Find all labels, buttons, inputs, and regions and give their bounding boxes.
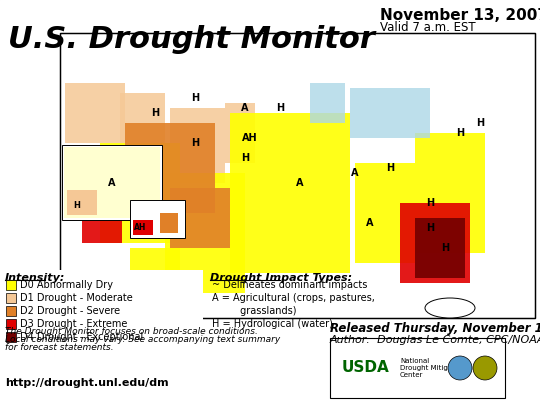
Bar	[355, 163, 415, 263]
Bar	[6, 280, 16, 290]
Text: for forecast statements.: for forecast statements.	[5, 343, 113, 352]
Bar	[60, 33, 535, 318]
Text: USDA: USDA	[342, 361, 390, 376]
Bar	[415, 133, 485, 253]
Text: A: A	[108, 178, 116, 188]
Bar	[165, 173, 245, 293]
Text: D4 Drought - Exceptional: D4 Drought - Exceptional	[20, 332, 143, 342]
Text: H: H	[426, 223, 434, 233]
Text: D1 Drought - Moderate: D1 Drought - Moderate	[20, 293, 133, 303]
Bar	[67, 190, 97, 215]
Text: H: H	[456, 128, 464, 138]
Bar	[400, 203, 470, 283]
Bar	[130, 200, 185, 238]
Bar	[160, 213, 178, 233]
Text: AH: AH	[242, 133, 258, 143]
Bar	[225, 103, 255, 163]
Text: D0 Abnormally Dry: D0 Abnormally Dry	[20, 280, 113, 290]
Text: The Drought Monitor focuses on broad-scale conditions.: The Drought Monitor focuses on broad-sca…	[5, 327, 258, 336]
Text: A = Agricultural (crops, pastures,: A = Agricultural (crops, pastures,	[212, 293, 375, 303]
Text: H: H	[151, 108, 159, 118]
Bar	[120, 93, 165, 148]
Bar	[170, 188, 230, 248]
Bar	[64, 147, 160, 218]
Text: Author:  Douglas Le Comte, CPC/NOAA: Author: Douglas Le Comte, CPC/NOAA	[330, 335, 540, 345]
Text: A: A	[296, 178, 303, 188]
Bar	[6, 306, 16, 316]
Bar	[82, 163, 122, 243]
Text: November 13, 2007: November 13, 2007	[380, 8, 540, 23]
Text: National
Drought Mitigation
Center: National Drought Mitigation Center	[400, 358, 465, 378]
Text: H: H	[241, 153, 249, 163]
Bar	[62, 145, 162, 220]
Circle shape	[473, 356, 497, 380]
Text: Local conditions may vary. See accompanying text summary: Local conditions may vary. See accompany…	[5, 335, 280, 344]
Text: D2 Drought - Severe: D2 Drought - Severe	[20, 306, 120, 316]
Bar	[230, 113, 350, 273]
Bar	[65, 83, 125, 143]
Text: grasslands): grasslands)	[212, 306, 296, 316]
Text: D3 Drought - Extreme: D3 Drought - Extreme	[20, 319, 127, 329]
Text: Valid 7 a.m. EST: Valid 7 a.m. EST	[380, 21, 476, 34]
Bar	[125, 123, 215, 213]
Bar	[3, 270, 203, 400]
Ellipse shape	[425, 298, 475, 318]
Bar	[6, 293, 16, 303]
Text: H = Hydrological (water): H = Hydrological (water)	[212, 319, 333, 329]
Text: H: H	[426, 198, 434, 208]
Text: H: H	[441, 243, 449, 253]
Text: http://drought.unl.edu/dm: http://drought.unl.edu/dm	[5, 378, 168, 388]
Text: H: H	[73, 201, 80, 210]
Circle shape	[448, 356, 472, 380]
Bar	[130, 248, 180, 308]
Text: A: A	[241, 103, 249, 113]
Bar	[170, 108, 225, 183]
Bar	[415, 218, 465, 278]
Text: Released Thursday, November 15, 2007: Released Thursday, November 15, 2007	[330, 322, 540, 335]
Bar	[330, 338, 505, 398]
Text: ~ Delineates dominant impacts: ~ Delineates dominant impacts	[212, 280, 367, 290]
Text: H: H	[276, 103, 284, 113]
Text: H: H	[476, 118, 484, 128]
Text: Drought Impact Types:: Drought Impact Types:	[210, 273, 352, 283]
Bar	[60, 33, 535, 318]
Text: H: H	[386, 163, 394, 173]
Bar	[133, 220, 153, 235]
Text: A: A	[366, 218, 374, 228]
Bar	[6, 319, 16, 329]
Text: AH: AH	[134, 224, 146, 233]
Bar	[310, 83, 345, 123]
Bar	[350, 88, 430, 138]
Text: H: H	[191, 138, 199, 148]
Text: A: A	[351, 168, 359, 178]
Bar	[60, 33, 535, 318]
Bar	[6, 332, 16, 342]
Text: H: H	[191, 93, 199, 103]
Bar	[100, 143, 180, 243]
Text: U.S. Drought Monitor: U.S. Drought Monitor	[8, 25, 375, 54]
Text: Intensity:: Intensity:	[5, 273, 65, 283]
